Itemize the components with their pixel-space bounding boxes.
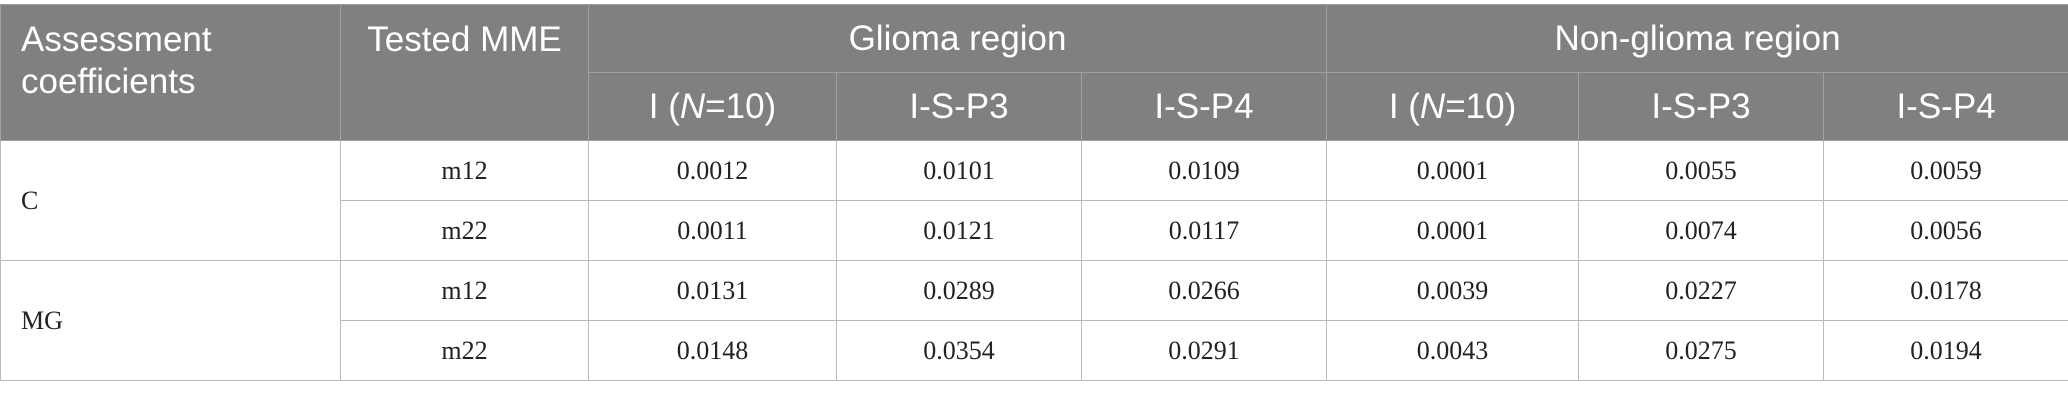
value-cell: 0.0056 [1823, 200, 2068, 261]
value-cell: 0.0043 [1326, 320, 1580, 381]
value-cell: 0.0194 [1823, 320, 2068, 381]
value-cell: 0.0227 [1578, 260, 1825, 321]
value-cell: 0.0001 [1326, 140, 1580, 201]
value-cell: 0.0291 [1080, 320, 1328, 381]
header-tested-mme: Tested MME [340, 4, 589, 141]
value-cell: 0.0011 [588, 200, 837, 261]
subheader-nonglioma-i-s-p3: I-S-P3 [1578, 72, 1825, 141]
mme-cell: m22 [340, 320, 589, 381]
mme-cell: m12 [340, 260, 589, 321]
value-cell: 0.0275 [1578, 320, 1825, 381]
results-table: Assessment coefficients Tested MME Gliom… [0, 4, 2068, 381]
value-cell: 0.0131 [588, 260, 837, 321]
value-cell: 0.0148 [588, 320, 837, 381]
subheader-nonglioma-i-s-p4: I-S-P4 [1823, 72, 2068, 141]
header-assessment-coefficients: Assessment coefficients [0, 4, 341, 141]
value-cell: 0.0117 [1080, 200, 1328, 261]
value-cell: 0.0074 [1578, 200, 1825, 261]
table-row: MG m12 0.0131 0.0289 0.0266 0.0039 0.022… [0, 260, 2068, 381]
value-cell: 0.0055 [1578, 140, 1825, 201]
subheader-nonglioma-i-n10: I (N=10) [1326, 72, 1580, 141]
coefficient-cell-c: C [0, 140, 341, 261]
header-glioma-region: Glioma region [587, 4, 1328, 73]
mme-cell: m22 [340, 200, 589, 261]
value-cell: 0.0012 [588, 140, 837, 201]
subheader-glioma-i-n10: I (N=10) [588, 72, 837, 141]
table-row: m22 0.0148 0.0354 0.0291 0.0043 0.0275 0… [1, 320, 2068, 381]
subheader-glioma-i-s-p4: I-S-P4 [1080, 72, 1328, 141]
value-cell: 0.0354 [836, 320, 1082, 381]
value-cell: 0.0101 [836, 140, 1082, 201]
value-cell: 0.0001 [1326, 200, 1580, 261]
header-non-glioma-region: Non-glioma region [1326, 4, 2068, 73]
value-cell: 0.0121 [836, 200, 1082, 261]
value-cell: 0.0178 [1823, 260, 2068, 321]
coefficient-cell-mg: MG [0, 260, 341, 381]
subheader-glioma-i-s-p3: I-S-P3 [836, 72, 1082, 141]
value-cell: 0.0266 [1080, 260, 1328, 321]
value-cell: 0.0039 [1326, 260, 1580, 321]
value-cell: 0.0289 [836, 260, 1082, 321]
value-cell: 0.0059 [1823, 140, 2068, 201]
table-row: C m12 0.0012 0.0101 0.0109 0.0001 0.0055… [0, 140, 2068, 261]
value-cell: 0.0109 [1080, 140, 1328, 201]
mme-cell: m12 [340, 140, 589, 201]
